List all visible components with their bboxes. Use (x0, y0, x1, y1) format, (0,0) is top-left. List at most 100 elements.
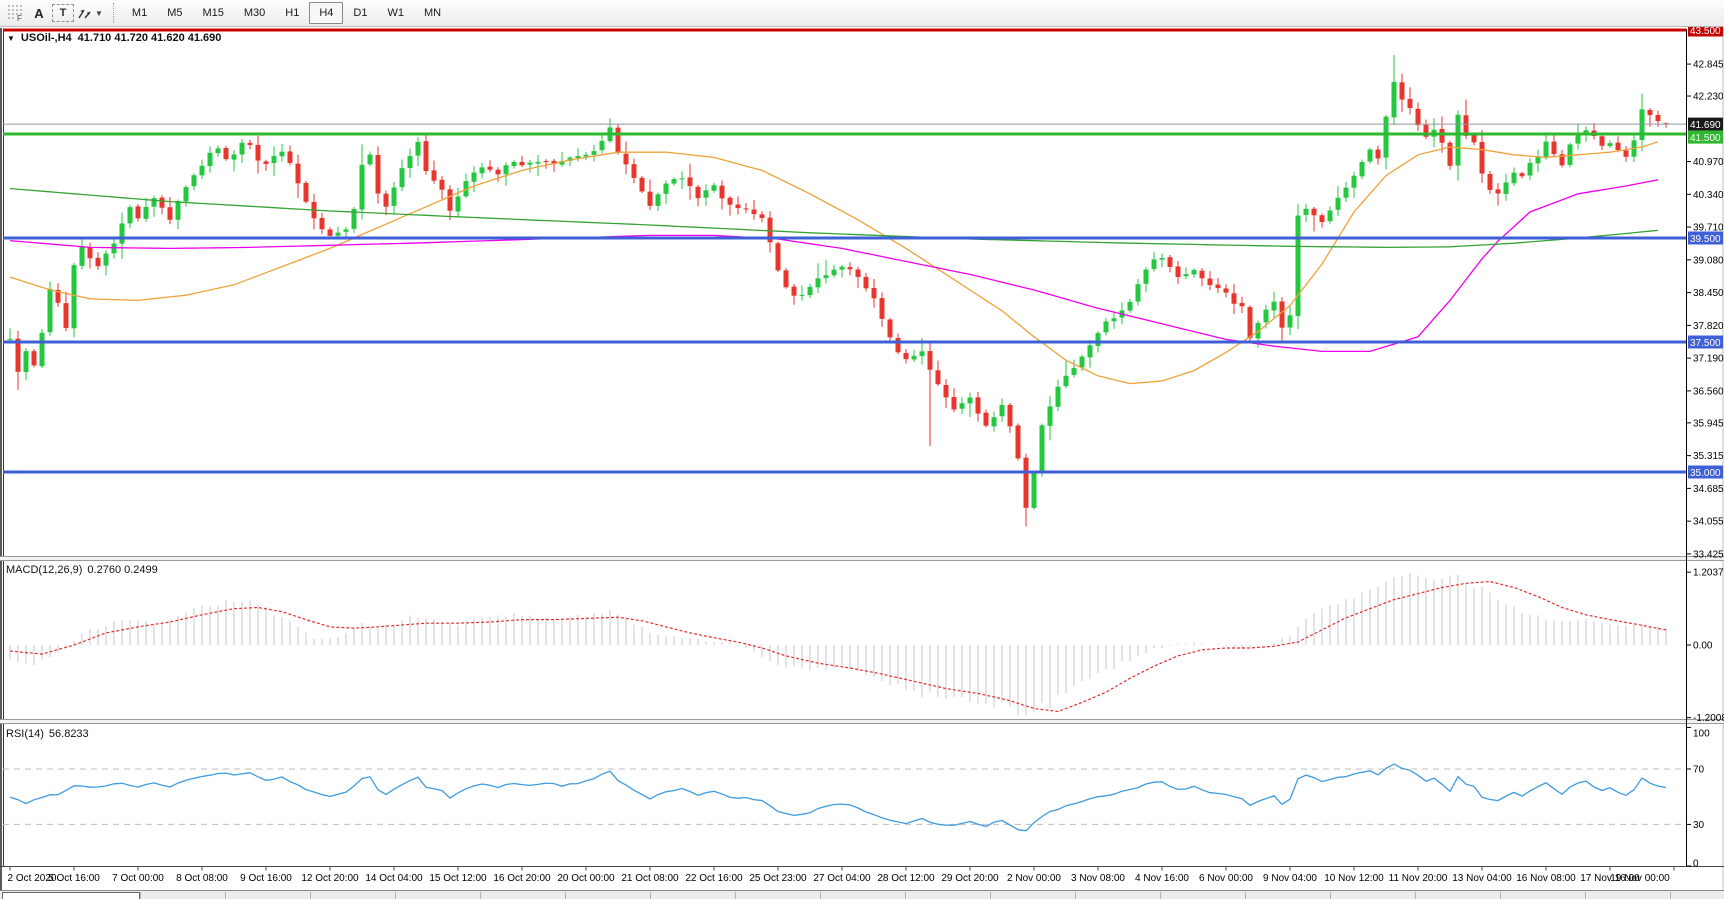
active-chart-tab[interactable] (2, 892, 140, 899)
candle-body (1071, 367, 1077, 375)
timeframe-button-m30[interactable]: M30 (234, 2, 275, 24)
chart-tabs-strip[interactable] (0, 890, 1724, 899)
chart-dropdown-icon[interactable]: ▼ (7, 33, 15, 43)
candle-body (255, 144, 261, 161)
candle-body (1607, 143, 1613, 147)
timeframe-button-h4[interactable]: H4 (309, 2, 344, 24)
price-badge-35.000: 35.000 (1688, 465, 1723, 479)
svg-text:9 Nov 04:00: 9 Nov 04:00 (1263, 873, 1317, 884)
candle-body (1191, 269, 1197, 275)
svg-text:-1.2008: -1.2008 (1693, 713, 1724, 724)
svg-text:11 Nov 20:00: 11 Nov 20:00 (1389, 873, 1448, 884)
candle-body (263, 161, 269, 164)
candle-body (663, 183, 669, 194)
candle-body (1319, 215, 1325, 223)
candle-body (1487, 173, 1493, 190)
candle-body (1247, 307, 1253, 339)
candle-body (487, 166, 493, 170)
svg-text:5 Oct 16:00: 5 Oct 16:00 (48, 873, 100, 884)
candle-body (535, 161, 541, 164)
candle-body (703, 190, 709, 198)
svg-text:27 Oct 04:00: 27 Oct 04:00 (813, 873, 871, 884)
candle-body (799, 294, 805, 296)
candle-body (1399, 82, 1405, 100)
candle-body (287, 151, 293, 163)
rsi-name: RSI(14) (6, 728, 44, 740)
svg-text:41.690: 41.690 (1690, 120, 1721, 131)
candle-body (919, 351, 925, 357)
svg-text:28 Oct 12:00: 28 Oct 12:00 (877, 873, 935, 884)
toolbar-drag-handle-icon[interactable]: F (4, 2, 26, 24)
candle-body (879, 298, 885, 319)
candle-body (351, 208, 357, 229)
candle-body (1423, 124, 1429, 137)
candle-body (975, 397, 981, 414)
candle-body (959, 403, 965, 409)
candle-body (1655, 114, 1661, 122)
svg-text:14 Oct 04:00: 14 Oct 04:00 (365, 873, 423, 884)
timeframe-button-d1[interactable]: D1 (343, 2, 377, 24)
candle-body (47, 289, 53, 333)
svg-text:40.970: 40.970 (1693, 157, 1724, 168)
candle-body (463, 181, 469, 197)
arrows-tool-button[interactable]: ▼ (76, 2, 104, 24)
timeframe-button-m15[interactable]: M15 (192, 2, 233, 24)
candle-body (159, 197, 165, 208)
candle-body (943, 384, 949, 398)
candle-body (271, 156, 277, 164)
candle-body (375, 154, 381, 194)
svg-text:35.945: 35.945 (1693, 418, 1724, 429)
candle-body (631, 164, 637, 178)
candle-body (407, 156, 413, 169)
text-glyph: T (59, 7, 67, 19)
candle-body (1639, 109, 1645, 141)
timeframe-button-m5[interactable]: M5 (157, 2, 192, 24)
candle-body (1503, 182, 1509, 195)
svg-text:36.560: 36.560 (1693, 386, 1724, 397)
candle-body (1447, 142, 1453, 166)
svg-text:10 Nov 12:00: 10 Nov 12:00 (1324, 873, 1384, 884)
candle-body (815, 278, 821, 288)
ma-line-medium (9, 179, 1659, 353)
timeframe-button-mn[interactable]: MN (414, 2, 451, 24)
candle-body (207, 152, 213, 167)
candle-body (927, 351, 933, 370)
chart-ohlc: 41.710 41.720 41.620 41.690 (77, 32, 222, 44)
candle-body (783, 270, 789, 288)
candle-body (559, 161, 565, 165)
timeframe-button-m1[interactable]: M1 (122, 2, 157, 24)
candle-body (639, 177, 645, 192)
candle-body (319, 217, 325, 230)
candle-body (1375, 149, 1381, 159)
timeframe-button-h1[interactable]: H1 (275, 2, 309, 24)
candle-body (543, 161, 549, 163)
svg-text:37.190: 37.190 (1693, 354, 1724, 365)
candle-body (1023, 457, 1029, 508)
candle-body (591, 151, 597, 155)
candle-body (895, 337, 901, 353)
candle-body (1559, 154, 1565, 166)
text-label-tool-button[interactable]: A (28, 2, 50, 24)
candle-body (1407, 98, 1413, 109)
text-tool-button[interactable]: T (52, 4, 74, 22)
candle-body (1207, 278, 1213, 286)
candle-body (519, 161, 525, 166)
candle-body (1111, 318, 1117, 322)
candle-body (143, 206, 149, 219)
candle-body (1495, 189, 1501, 194)
candle-body (15, 338, 21, 372)
svg-text:3 Nov 08:00: 3 Nov 08:00 (1071, 873, 1125, 884)
timeframe-button-w1[interactable]: W1 (377, 2, 414, 24)
svg-text:13 Nov 04:00: 13 Nov 04:00 (1452, 873, 1512, 884)
candle-body (295, 163, 301, 184)
candle-body (599, 140, 605, 151)
chart-canvas[interactable]: 42.845 42.230 40.970 40.340 39.710 39.080 38.4… (0, 27, 1724, 899)
candle-body (1087, 345, 1093, 358)
candle-body (495, 169, 501, 175)
rsi-line (9, 763, 1667, 832)
candle-body (863, 276, 869, 289)
candle-body (1519, 173, 1525, 177)
candle-body (1527, 162, 1533, 176)
candle-body (1359, 161, 1365, 177)
candle-body (127, 207, 133, 224)
